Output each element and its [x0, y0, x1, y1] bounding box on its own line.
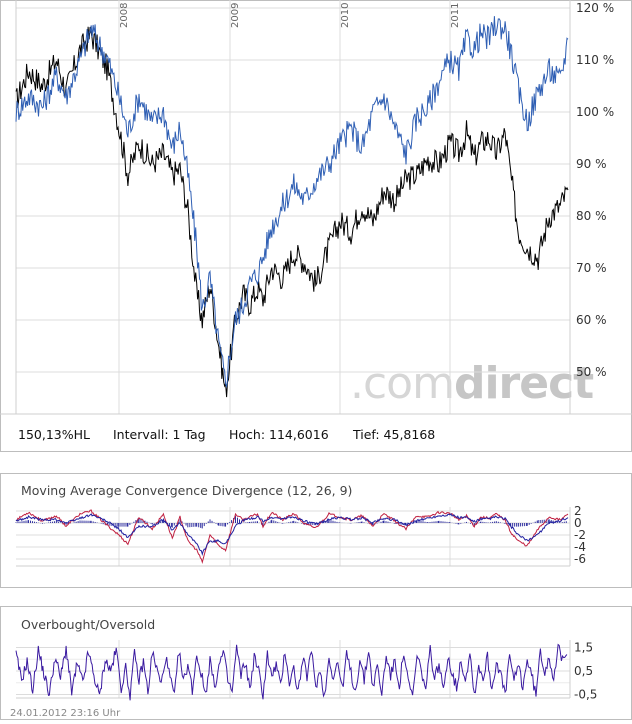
price-y-tick-label: 60 % — [576, 313, 607, 327]
price-x-tick-label: 2009 — [230, 3, 241, 28]
price-x-tick-label: 2011 — [450, 3, 461, 28]
price-y-tick-label: 80 % — [576, 209, 607, 223]
obos-y-tick-label: -0,5 — [574, 688, 597, 702]
interval-label: Intervall: 1 Tag — [113, 427, 206, 442]
price-y-tick-label: 90 % — [576, 157, 607, 171]
price-y-tick-label: 50 % — [576, 365, 607, 379]
price-series-blue — [15, 16, 569, 389]
macd-y-tick-label: -4 — [574, 540, 586, 554]
obos-title: Overbought/Oversold — [21, 617, 156, 632]
obos-line — [15, 643, 568, 701]
price-y-tick-label: 70 % — [576, 261, 607, 275]
macd-title: Moving Average Convergence Divergence (1… — [21, 483, 353, 498]
price-y-tick-label: 110 % — [576, 53, 614, 67]
price-x-tick-label: 2008 — [119, 3, 130, 28]
obos-y-tick-label: 0,5 — [574, 664, 593, 678]
price-x-tick-label: 2010 — [340, 3, 351, 28]
price-panel — [0, 0, 632, 452]
macd-signal-line — [15, 513, 569, 557]
macd-y-tick-label: 2 — [574, 504, 582, 518]
macd-y-tick-label: -2 — [574, 528, 586, 542]
macd-y-tick-label: 0 — [574, 516, 582, 530]
low-label: Tief: 45,8168 — [353, 427, 436, 442]
macd-line — [15, 509, 569, 565]
macd-y-tick-label: -6 — [574, 552, 586, 566]
performance-label: 150,13%HL — [18, 427, 90, 442]
macd-panel — [0, 473, 632, 588]
comdirect-watermark: .comdirect — [350, 358, 594, 409]
timestamp: 24.01.2012 23:16 Uhr — [10, 708, 121, 719]
high-label: Hoch: 114,6016 — [229, 427, 329, 442]
price-y-tick-label: 100 % — [576, 105, 614, 119]
price-y-tick-label: 120 % — [576, 1, 614, 15]
price-series-black — [15, 26, 569, 398]
obos-y-tick-label: 1,5 — [574, 641, 593, 655]
